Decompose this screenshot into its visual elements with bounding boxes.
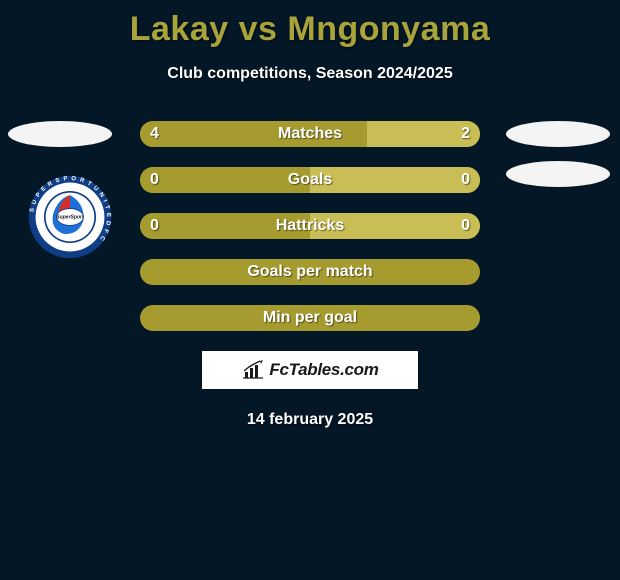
stat-left-value: 0 (140, 167, 310, 193)
page-title: Lakay vs Mngonyama (0, 0, 620, 49)
stat-row: Goals per match (140, 259, 480, 285)
date-label: 14 february 2025 (0, 411, 620, 429)
comparison-card: Lakay vs Mngonyama Club competitions, Se… (0, 0, 620, 580)
stat-right-value: 0 (310, 213, 480, 239)
club-logo: SuperSport S U P E R S P O R T U N I T E… (28, 175, 112, 259)
stat-row: 00Hattricks (140, 213, 480, 239)
brand-text: FcTables.com (269, 360, 378, 380)
player-badge-left-1 (8, 121, 112, 147)
chart-icon (241, 360, 265, 380)
stat-left-value (140, 305, 480, 331)
stat-bars: 42Matches 00Goals 00Hattricks Goals per mat… (140, 121, 480, 331)
stat-row: 00Goals (140, 167, 480, 193)
player-badge-right-2 (506, 161, 610, 187)
page-subtitle: Club competitions, Season 2024/2025 (0, 65, 620, 83)
stat-row: 42Matches (140, 121, 480, 147)
stat-left-value (140, 259, 480, 285)
stat-row: Min per goal (140, 305, 480, 331)
svg-text:SuperSport: SuperSport (56, 215, 84, 221)
brand-badge[interactable]: FcTables.com (202, 351, 418, 389)
stat-right-value: 0 (310, 167, 480, 193)
content-area: SuperSport S U P E R S P O R T U N I T E… (0, 121, 620, 429)
stat-left-value: 0 (140, 213, 310, 239)
stat-left-value: 4 (140, 121, 367, 147)
stat-right-value: 2 (367, 121, 480, 147)
player-badge-right-1 (506, 121, 610, 147)
